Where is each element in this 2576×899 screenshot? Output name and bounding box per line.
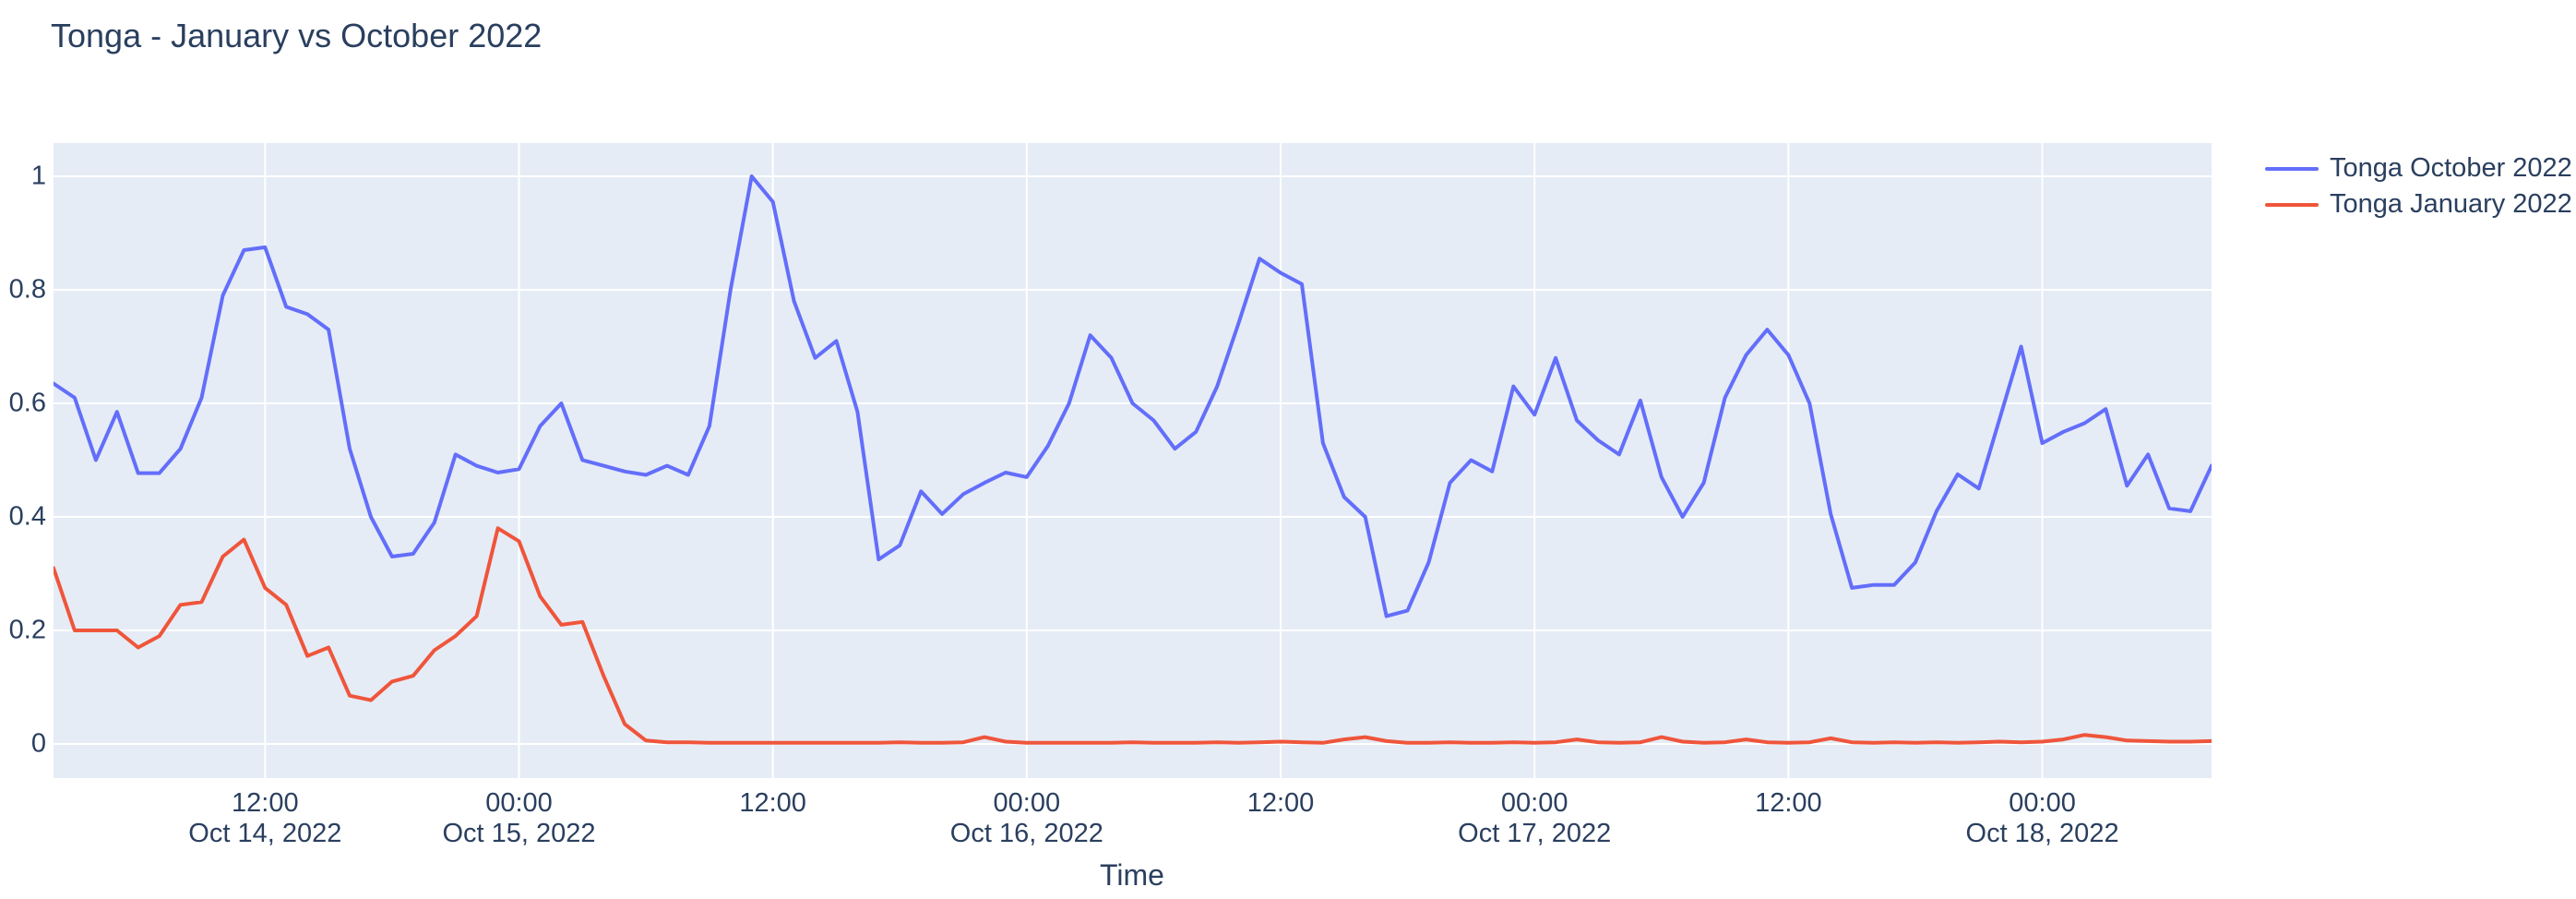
legend-line-swatch [2265, 202, 2319, 207]
x-tick-date: Oct 16, 2022 [949, 819, 1103, 848]
legend-line-swatch [2265, 166, 2319, 171]
x-tick-date: Oct 17, 2022 [1458, 819, 1612, 848]
x-tick-label: 12:00 [635, 788, 912, 819]
x-tick-time: 00:00 [2009, 788, 2076, 818]
x-tick-label: 12:00 [1142, 788, 1419, 819]
x-tick-time: 00:00 [993, 788, 1061, 818]
x-tick-label: 00:00 Oct 15, 2022 [380, 788, 657, 849]
chart-title: Tonga - January vs October 2022 [51, 17, 543, 54]
series-lines [54, 174, 2212, 745]
x-tick-label: 00:00 Oct 17, 2022 [1396, 788, 1673, 849]
x-tick-label: 00:00 Oct 16, 2022 [888, 788, 1165, 849]
legend-label: Tonga January 2022 [2330, 189, 2572, 219]
x-tick-time: 12:00 [232, 788, 299, 818]
plot-canvas[interactable] [54, 143, 2212, 778]
series-line-tonga-october-2022[interactable] [54, 174, 2212, 618]
legend-label: Tonga October 2022 [2330, 153, 2572, 183]
x-tick-label: 00:00 Oct 18, 2022 [1904, 788, 2181, 849]
y-tick-label: 1 [30, 161, 46, 191]
y-tick-label: 0.8 [8, 274, 46, 305]
x-tick-date: Oct 18, 2022 [1965, 819, 2119, 848]
x-axis-title: Time [1100, 858, 1164, 892]
y-tick-label: 0.6 [8, 388, 46, 418]
x-tick-time: 00:00 [485, 788, 553, 818]
plot-area[interactable] [54, 143, 2212, 778]
y-tick-label: 0.4 [8, 501, 46, 532]
x-tick-time: 12:00 [739, 788, 806, 818]
x-tick-date: Oct 15, 2022 [442, 819, 596, 848]
legend-item-tonga-october-2022[interactable]: Tonga October 2022 [2265, 150, 2572, 186]
y-tick-label: 0 [30, 728, 46, 759]
gridlines [54, 143, 2212, 778]
x-tick-time: 12:00 [1755, 788, 1822, 818]
x-tick-time: 00:00 [1500, 788, 1568, 818]
series-line-tonga-january-2022[interactable] [54, 526, 2212, 745]
y-tick-label: 0.2 [8, 615, 46, 645]
x-tick-label: 12:00 [1650, 788, 1926, 819]
x-tick-date: Oct 14, 2022 [188, 819, 342, 848]
legend: Tonga October 2022 Tonga January 2022 [2265, 150, 2572, 222]
x-tick-label: 12:00 Oct 14, 2022 [126, 788, 403, 849]
legend-item-tonga-january-2022[interactable]: Tonga January 2022 [2265, 186, 2572, 222]
x-tick-time: 12:00 [1246, 788, 1315, 818]
